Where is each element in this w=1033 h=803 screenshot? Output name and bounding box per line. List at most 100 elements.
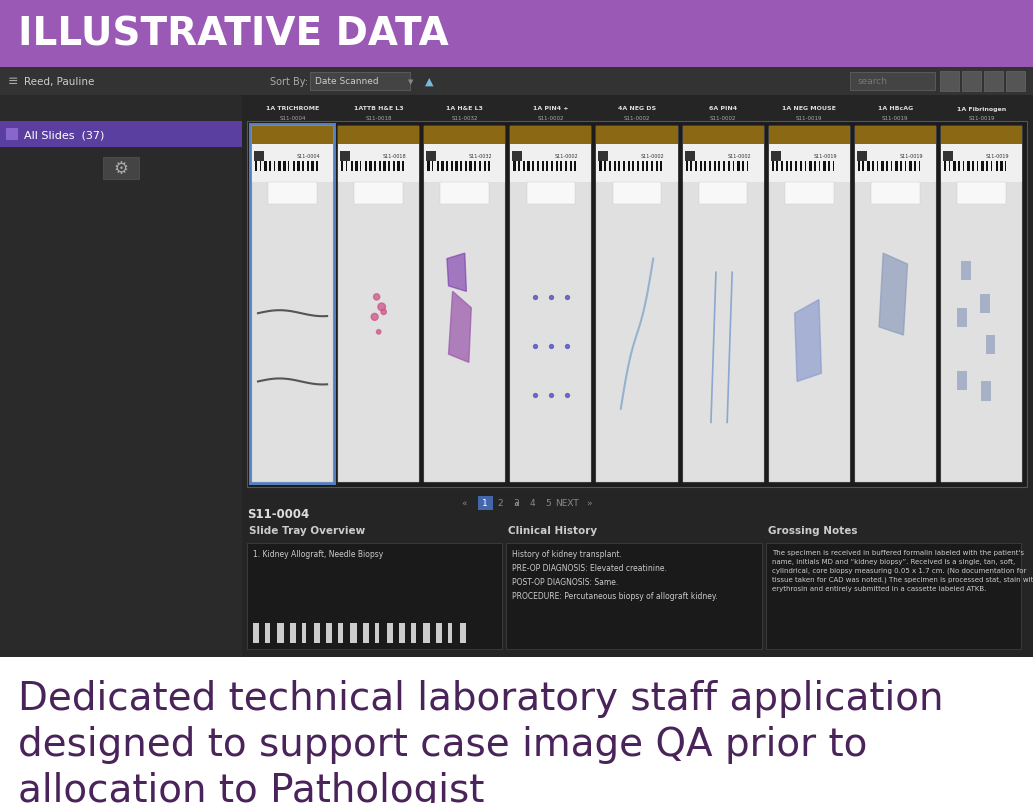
Bar xyxy=(292,161,294,172)
Bar xyxy=(425,127,505,483)
Bar xyxy=(425,127,505,145)
Bar xyxy=(537,161,539,172)
Text: ILLUSTRATIVE DATA: ILLUSTRATIVE DATA xyxy=(18,15,448,53)
Bar xyxy=(953,161,956,172)
Bar xyxy=(398,161,400,172)
Bar xyxy=(0,122,242,148)
Bar xyxy=(738,161,740,172)
Bar xyxy=(769,145,850,183)
Bar xyxy=(265,623,270,643)
Text: 1A H&E L3: 1A H&E L3 xyxy=(446,106,483,112)
Bar xyxy=(289,623,295,643)
Point xyxy=(559,291,575,304)
Text: Reed, Pauline: Reed, Pauline xyxy=(24,77,94,87)
Bar xyxy=(369,161,372,172)
Bar xyxy=(987,161,989,172)
Bar xyxy=(632,161,634,172)
Bar xyxy=(728,161,730,172)
Bar xyxy=(0,0,1033,68)
Bar xyxy=(274,161,276,172)
Bar xyxy=(350,623,356,643)
Bar xyxy=(996,161,998,172)
Bar xyxy=(460,161,462,172)
Bar xyxy=(977,161,978,172)
Point xyxy=(559,340,575,353)
Bar xyxy=(432,161,434,172)
Text: 1ATTB H&E L3: 1ATTB H&E L3 xyxy=(354,106,404,112)
Bar xyxy=(683,127,763,483)
Text: S11-0019: S11-0019 xyxy=(882,116,909,121)
Bar xyxy=(510,127,592,145)
Point xyxy=(375,306,392,319)
Bar xyxy=(354,183,403,205)
Bar xyxy=(961,262,971,281)
Bar xyxy=(314,623,320,643)
Text: 5: 5 xyxy=(545,499,552,507)
Bar xyxy=(742,161,744,172)
Polygon shape xyxy=(879,254,908,336)
Bar xyxy=(269,161,272,172)
Bar xyxy=(528,161,530,172)
Bar xyxy=(316,161,317,172)
Bar xyxy=(781,161,783,172)
Text: NEXT: NEXT xyxy=(555,499,578,507)
Bar xyxy=(541,161,543,172)
Text: S11-0019: S11-0019 xyxy=(796,116,822,121)
Text: 4A NEG DS: 4A NEG DS xyxy=(618,106,656,112)
Bar xyxy=(450,161,453,172)
Bar xyxy=(0,96,242,657)
Bar xyxy=(809,161,812,172)
Text: «: « xyxy=(462,499,467,507)
Bar xyxy=(249,124,336,485)
Bar xyxy=(103,158,139,180)
Bar xyxy=(424,623,430,643)
Point xyxy=(527,291,543,304)
Bar xyxy=(446,161,447,172)
Text: S11-0019: S11-0019 xyxy=(985,153,1009,158)
Bar xyxy=(705,161,706,172)
Bar xyxy=(1000,161,1003,172)
Bar xyxy=(506,544,761,649)
Text: Dedicated technical laboratory staff application: Dedicated technical laboratory staff app… xyxy=(18,679,943,717)
Bar xyxy=(651,161,654,172)
Point xyxy=(527,389,543,402)
Bar xyxy=(604,161,605,172)
Bar xyxy=(277,623,284,643)
Text: S11-0019: S11-0019 xyxy=(813,153,837,158)
Text: ▼: ▼ xyxy=(408,79,413,85)
Text: S11-0004: S11-0004 xyxy=(279,116,306,121)
Text: S11-0002: S11-0002 xyxy=(710,116,737,121)
Bar xyxy=(656,161,658,172)
Bar xyxy=(402,161,404,172)
Bar xyxy=(690,161,692,172)
Bar xyxy=(854,127,936,145)
Bar xyxy=(283,161,285,172)
Text: 1A HBcAG: 1A HBcAG xyxy=(878,106,913,112)
Text: ≡: ≡ xyxy=(8,75,19,88)
Bar xyxy=(599,161,602,172)
Bar xyxy=(489,161,490,172)
Bar xyxy=(440,183,489,205)
Bar xyxy=(877,161,878,172)
Text: S11-0004: S11-0004 xyxy=(296,153,320,158)
Bar xyxy=(255,161,257,172)
Bar xyxy=(307,161,309,172)
Bar xyxy=(574,161,576,172)
Bar xyxy=(747,161,748,172)
Bar xyxy=(765,544,1021,649)
Bar xyxy=(981,382,992,401)
Bar xyxy=(881,161,883,172)
Point xyxy=(542,389,559,402)
Bar xyxy=(441,161,443,172)
Bar xyxy=(618,161,620,172)
Text: S11-0032: S11-0032 xyxy=(469,153,493,158)
Bar xyxy=(346,161,347,172)
Bar xyxy=(0,68,1033,657)
Text: Clinical History: Clinical History xyxy=(508,525,597,536)
Bar xyxy=(718,161,720,172)
Text: 3: 3 xyxy=(513,499,520,507)
Text: 1A Fibrinogen: 1A Fibrinogen xyxy=(957,106,1006,112)
Bar xyxy=(363,623,369,643)
Bar xyxy=(518,161,520,172)
Bar xyxy=(341,161,343,172)
